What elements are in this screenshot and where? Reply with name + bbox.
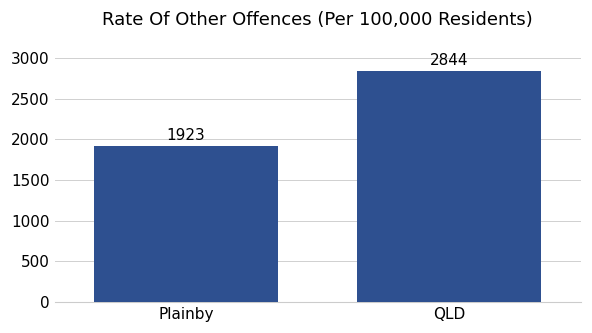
Title: Rate Of Other Offences (Per 100,000 Residents): Rate Of Other Offences (Per 100,000 Resi…	[102, 11, 533, 29]
Text: 2844: 2844	[430, 53, 468, 68]
Bar	[94, 146, 278, 302]
Text: 1923: 1923	[167, 128, 205, 143]
Bar	[357, 71, 542, 302]
